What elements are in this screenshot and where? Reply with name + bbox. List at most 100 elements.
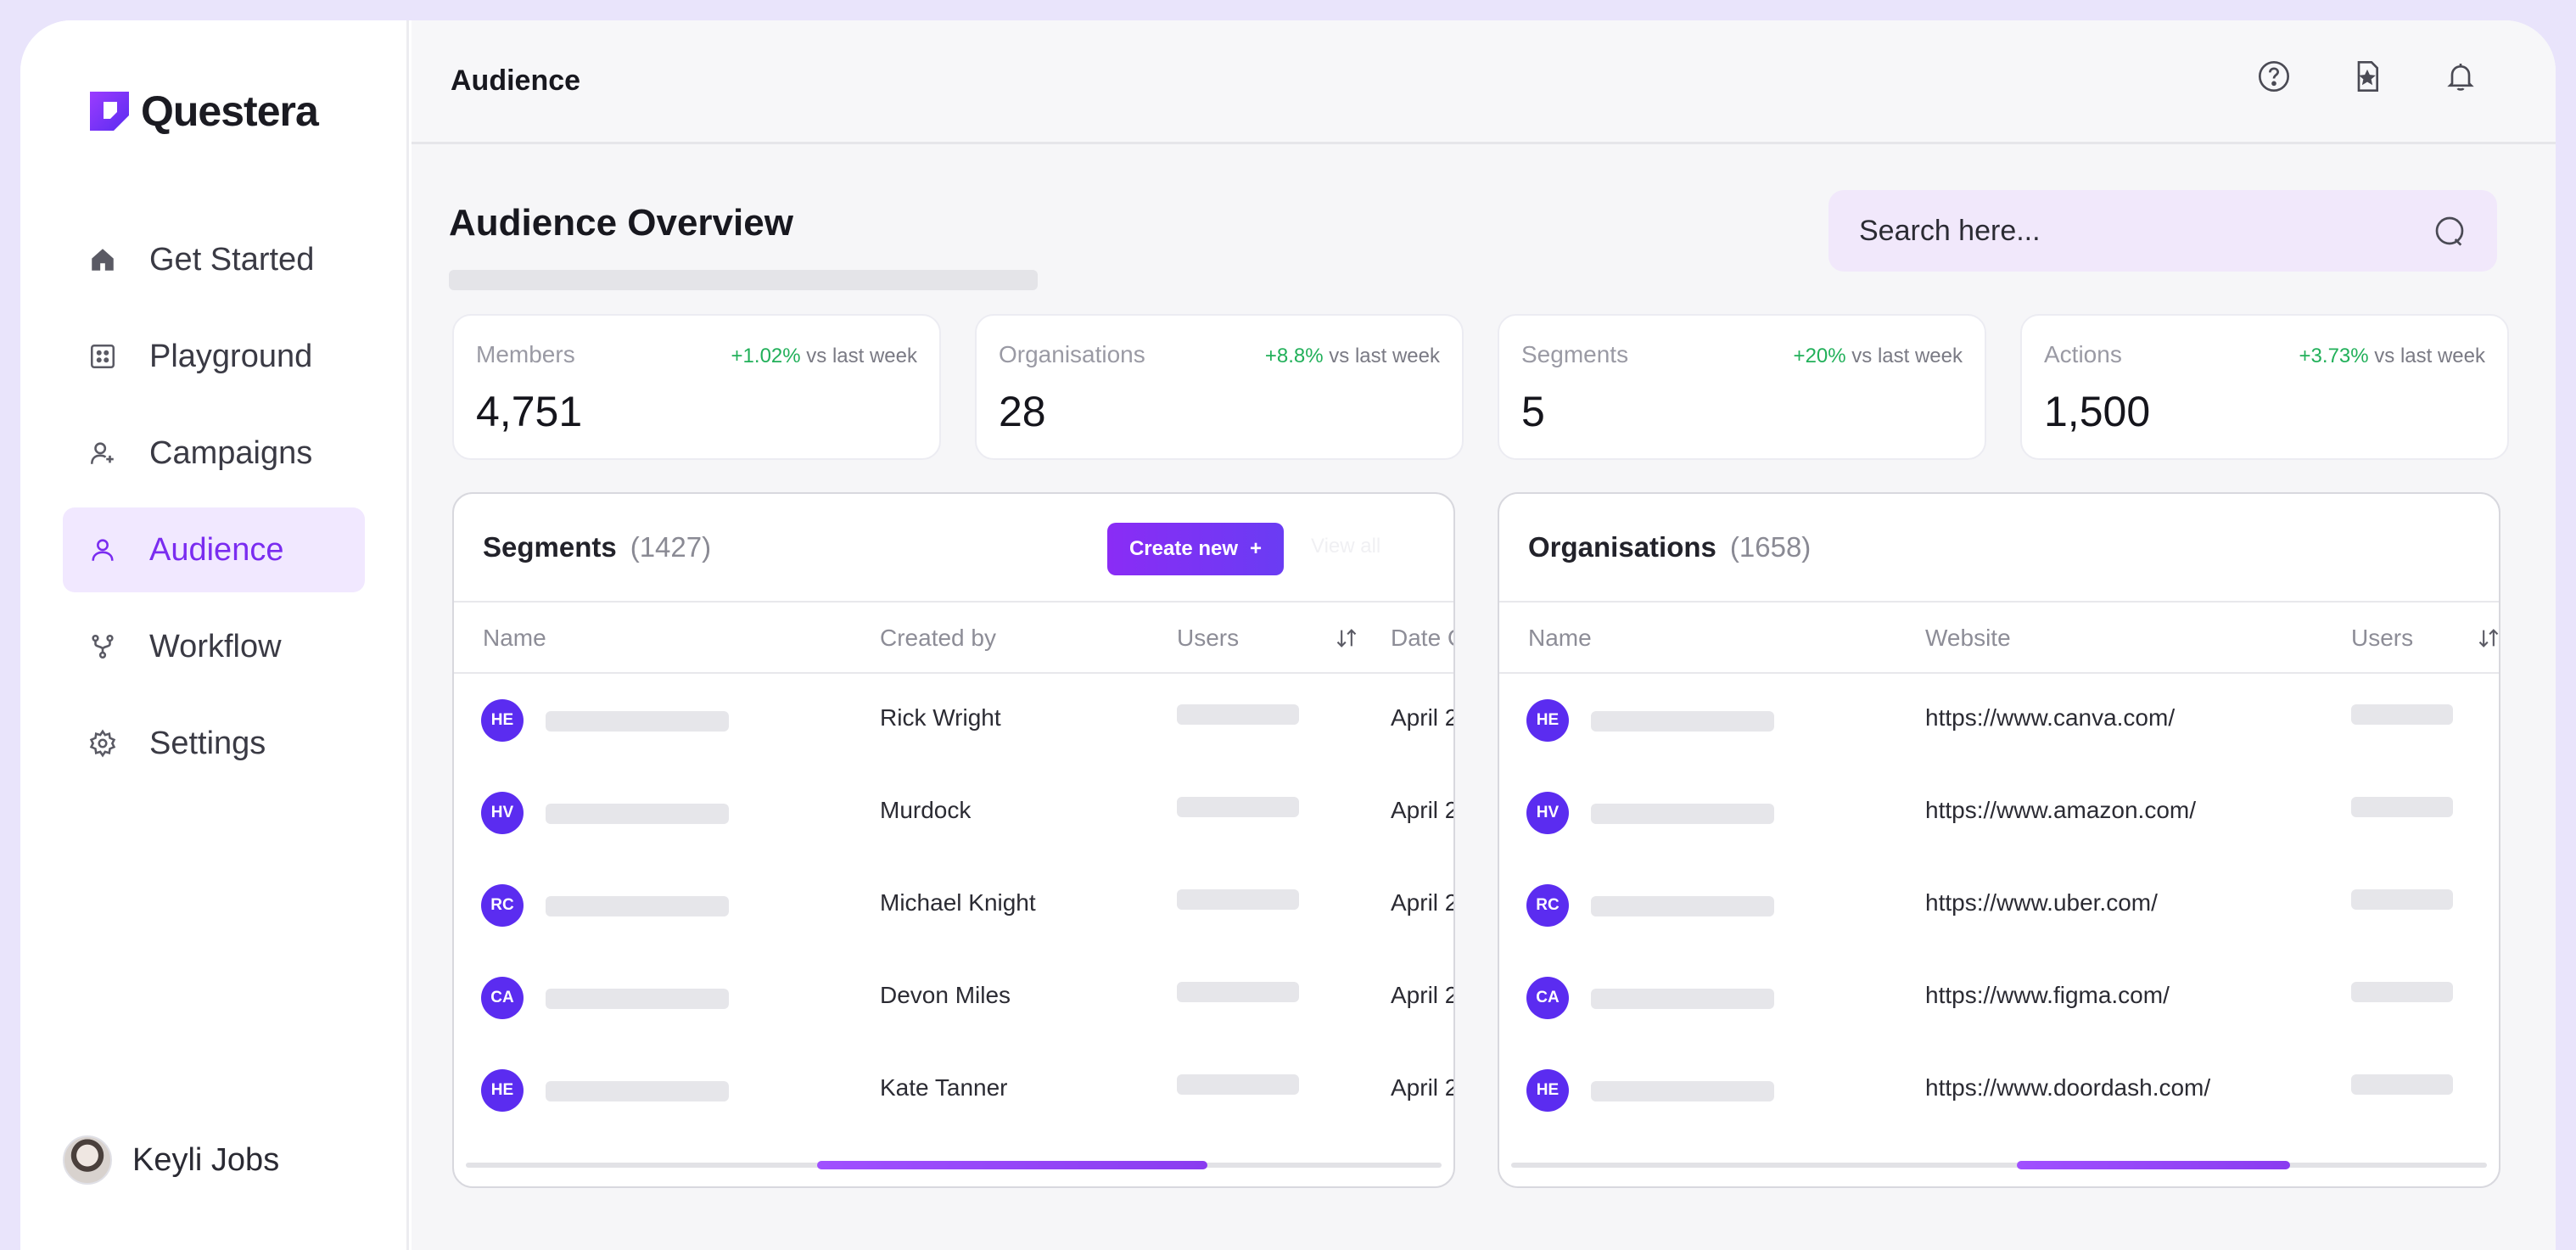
website-cell[interactable]: https://www.canva.com/ [1925,704,2176,731]
help-icon[interactable] [2257,59,2291,93]
panel-title: Organisations [1528,531,1716,563]
table-row[interactable]: CA Devon Miles April 2 [454,951,1453,1044]
panel-count: (1427) [630,531,712,563]
bell-icon[interactable] [2444,59,2478,93]
panel-header: Organisations (1658) [1499,494,2499,603]
stat-card-segments[interactable]: Segments +20% vs last week 5 [1498,314,1986,460]
sidebar-item-label: Campaigns [149,434,313,471]
table-header: Name Website Users [1499,603,2499,674]
topbar: Audience [412,20,2556,144]
website-cell[interactable]: https://www.amazon.com/ [1925,797,2197,823]
table-row[interactable]: RC Michael Knight April 2 [454,859,1453,951]
column-header[interactable]: Name [483,625,546,651]
bookmark-icon[interactable] [2350,59,2384,93]
table-row[interactable]: HE https://www.canva.com/ [1499,674,2499,766]
date-cell: April 2 [1391,889,1455,916]
users-placeholder [1177,1074,1299,1095]
column-header[interactable]: Users [1177,625,1240,651]
page-title: Audience Overview [449,202,793,244]
scrollbar-thumb[interactable] [2017,1161,2291,1169]
sidebar-item-workflow[interactable]: Workflow [63,604,365,689]
logo[interactable]: Questera [88,87,319,136]
initials-badge: HE [1526,699,1569,742]
name-placeholder [1591,896,1774,916]
created-by-cell: Murdock [880,797,972,823]
column-header[interactable]: Date C [1391,625,1453,651]
users-placeholder [1177,982,1299,1002]
stat-delta: +20% vs last week [1793,345,1963,367]
initials-badge: RC [481,884,524,927]
stat-delta: +1.02% vs last week [731,345,917,367]
user-icon [87,534,119,566]
table-row[interactable]: HE Kate Tanner April 2 [454,1044,1453,1136]
table-row[interactable]: HV https://www.amazon.com/ [1499,766,2499,859]
sidebar-item-label: Settings [149,725,266,761]
scrollbar-thumb[interactable] [817,1161,1207,1169]
search-input[interactable] [1859,214,2433,248]
search-bar[interactable] [1828,190,2497,272]
panel-title: Segments [483,531,617,563]
horizontal-scrollbar[interactable] [1511,1161,2487,1169]
column-header[interactable]: Created by [880,625,996,651]
initials-badge: CA [481,977,524,1019]
sidebar-item-label: Playground [149,338,313,374]
plus-icon: + [1250,537,1263,560]
stat-label: Actions [2044,341,2122,367]
sort-icon[interactable] [2477,626,2500,650]
users-placeholder [2351,1074,2453,1095]
date-cell: April 2 [1391,704,1455,731]
initials-badge: HE [481,1069,524,1112]
users-placeholder [2351,889,2453,910]
horizontal-scrollbar[interactable] [466,1161,1442,1169]
user-name: Keyli Jobs [132,1141,280,1178]
create-new-button[interactable]: Create new + [1107,523,1284,575]
column-header[interactable]: Users [2351,625,2414,651]
sort-icon[interactable] [1335,626,1358,650]
date-cell: April 2 [1391,1074,1455,1101]
sidebar-item-get-started[interactable]: Get Started [63,217,365,302]
table-row[interactable]: HE Rick Wright April 2 [454,674,1453,766]
sidebar-item-campaigns[interactable]: Campaigns [63,411,365,496]
website-cell[interactable]: https://www.uber.com/ [1925,889,2158,916]
initials-badge: CA [1526,977,1569,1019]
created-by-cell: Devon Miles [880,982,1011,1008]
users-placeholder [2351,704,2453,725]
initials-badge: HV [481,792,524,834]
sidebar-nav: Get Started Playground Campaigns Audienc… [63,217,365,798]
website-cell[interactable]: https://www.doordash.com/ [1925,1074,2211,1101]
stat-label: Members [476,341,575,367]
column-header[interactable]: Name [1528,625,1592,651]
sidebar-item-label: Audience [149,531,284,568]
stat-card-members[interactable]: Members +1.02% vs last week 4,751 [452,314,941,460]
table-row[interactable]: CA https://www.figma.com/ [1499,951,2499,1044]
table-row[interactable]: HV Murdock April 2 [454,766,1453,859]
user-profile[interactable]: Keyli Jobs [63,1135,279,1185]
name-placeholder [546,1081,729,1101]
subtitle-placeholder [449,270,1038,290]
name-placeholder [546,989,729,1009]
sidebar-item-settings[interactable]: Settings [63,701,365,786]
panel-header: Segments (1427) Create new + View all [454,494,1453,603]
sidebar-item-label: Get Started [149,241,315,277]
column-header[interactable]: Website [1925,625,2011,651]
stat-value: 1,500 [2044,388,2151,435]
stat-value: 4,751 [476,388,583,435]
name-placeholder [1591,804,1774,824]
users-placeholder [2351,982,2453,1002]
stat-card-organisations[interactable]: Organisations +8.8% vs last week 28 [975,314,1464,460]
page-header-title: Audience [451,64,581,97]
stats-row: Members +1.02% vs last week 4,751 Organi… [452,314,2509,460]
initials-badge: HE [481,699,524,742]
table-row[interactable]: HE https://www.doordash.com/ [1499,1044,2499,1136]
website-cell[interactable]: https://www.figma.com/ [1925,982,2170,1008]
initials-badge: HE [1526,1069,1569,1112]
sidebar-item-playground[interactable]: Playground [63,314,365,399]
stat-label: Organisations [999,341,1145,367]
table-row[interactable]: RC https://www.uber.com/ [1499,859,2499,951]
search-icon[interactable] [2433,214,2467,248]
created-by-cell: Kate Tanner [880,1074,1008,1101]
table-header: Name Created by Users Date C [454,603,1453,674]
stat-card-actions[interactable]: Actions +3.73% vs last week 1,500 [2020,314,2509,460]
view-all-link[interactable]: View all [1311,535,1381,558]
sidebar-item-audience[interactable]: Audience [63,507,365,592]
